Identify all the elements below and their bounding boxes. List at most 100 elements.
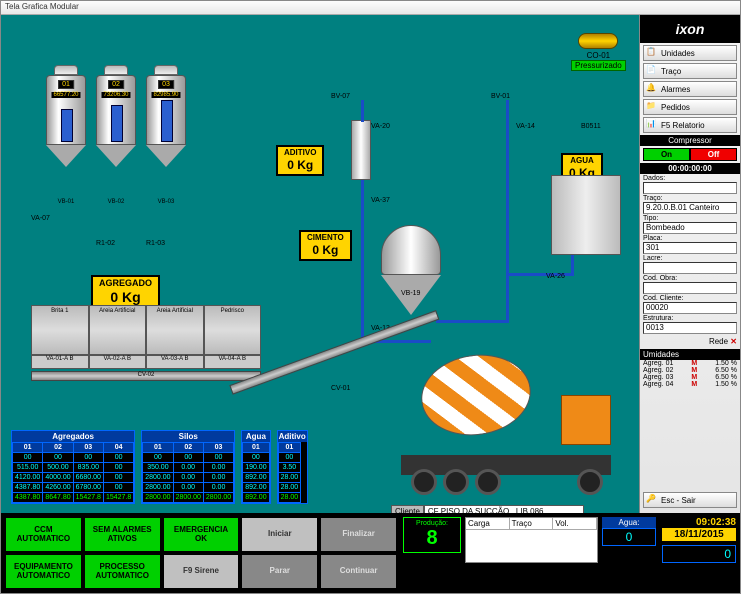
- field-value[interactable]: Bombeado: [643, 222, 737, 234]
- silo-level: [161, 100, 173, 142]
- valve-label: BV-01: [491, 93, 510, 100]
- bin-valve-2: VA-02-A B: [89, 355, 147, 369]
- data-tables: Agregados0102030400000000515.00500.00835…: [11, 430, 308, 504]
- footer-btn-3[interactable]: Iniciar: [241, 517, 318, 552]
- silo-level: [111, 105, 123, 142]
- humidity-row: Agreg. 02M6.50 %: [643, 367, 737, 374]
- belt-cv01-label: CV-01: [331, 385, 350, 392]
- aggregate-bins: Brita 1Areia ArtificialAreia ArtificialP…: [31, 305, 261, 381]
- key-icon: 🔑: [646, 494, 658, 506]
- display-agregado: AGREGADO 0 Kg: [91, 275, 160, 309]
- silo-value: 66577.20: [51, 92, 80, 98]
- sidebar-btn-label: F5 Relatorio: [661, 121, 705, 130]
- field-value[interactable]: [643, 262, 737, 274]
- valve-label: VA-37: [371, 197, 390, 204]
- field-label: Cod. Cliente:: [643, 295, 737, 302]
- sidebar-btn-f5 relatorio[interactable]: 📊 F5 Relatorio: [643, 117, 737, 133]
- unidades-icon: 📋: [646, 47, 658, 59]
- valve-label: VB-19: [401, 290, 420, 297]
- field-value[interactable]: 00020: [643, 302, 737, 314]
- valve-label: VA-14: [516, 123, 535, 130]
- silo-label: VB-01: [58, 199, 75, 205]
- sidebar-btn-traço[interactable]: 📄 Traço: [643, 63, 737, 79]
- silo-01: 01 66577.20 VB-01: [46, 75, 86, 167]
- silo-id: 01: [58, 80, 74, 89]
- display-aditivo: ADITIVO 0 Kg: [276, 145, 324, 176]
- field-5: Cod. Obra:: [643, 275, 737, 294]
- field-3: Placa: 301: [643, 235, 737, 254]
- display-cimento-title: CIMENTO: [301, 232, 350, 243]
- belt-cv02: CV-02: [31, 371, 261, 381]
- field-value[interactable]: 9.20.0.B.01 Canteiro: [643, 202, 737, 214]
- exit-button[interactable]: 🔑 Esc - Sair: [643, 492, 737, 508]
- silo-03: 03 82985.90 VB-03: [146, 75, 186, 167]
- compressor-id: CO-01: [571, 51, 626, 60]
- valve-label: VA-07: [31, 215, 50, 222]
- batch-grid[interactable]: CargaTraçoVol.: [465, 517, 598, 563]
- grid-col: Traço: [510, 518, 554, 529]
- silo-id: 02: [108, 80, 124, 89]
- valve-label: VA-20: [371, 123, 390, 130]
- production-value: 8: [406, 527, 458, 550]
- exit-label: Esc - Sair: [661, 496, 696, 505]
- footer-btn-5[interactable]: EQUIPAMENTOAUTOMATICO: [5, 554, 82, 589]
- footer-btn-1[interactable]: SEM ALARMESATIVOS: [84, 517, 161, 552]
- display-cimento: CIMENTO 0 Kg: [299, 230, 352, 261]
- field-4: Lacre:: [643, 255, 737, 274]
- clock: 09:02:38: [662, 517, 736, 528]
- pedidos-icon: 📁: [646, 101, 658, 113]
- footer-btn-2[interactable]: EMERGENCIAOK: [163, 517, 240, 552]
- display-cimento-value: 0 Kg: [301, 243, 350, 259]
- silo-id: 03: [158, 80, 174, 89]
- field-value[interactable]: [643, 282, 737, 294]
- logo: ixon: [640, 15, 740, 43]
- silo-level: [61, 109, 73, 142]
- label-r2: R1-03: [146, 240, 165, 247]
- compressor-toggle: On Off: [643, 148, 737, 161]
- pipe: [361, 100, 364, 122]
- silo-02: 02 73206.30 VB-02: [96, 75, 136, 167]
- footer-btn-6[interactable]: PROCESSOAUTOMATICO: [84, 554, 161, 589]
- field-label: Estrutura:: [643, 315, 737, 322]
- rede-label: Rede ✕: [643, 337, 737, 346]
- field-value[interactable]: 301: [643, 242, 737, 254]
- label-r1: R1-02: [96, 240, 115, 247]
- bin-2: Areia Artificial: [89, 305, 147, 355]
- display-agua-title: AGUA: [563, 155, 601, 166]
- footer-btn-4[interactable]: Finalizar: [320, 517, 397, 552]
- bin-1: Brita 1: [31, 305, 89, 355]
- humidity-title: Umidades: [640, 349, 740, 360]
- display-agregado-title: AGREGADO: [93, 277, 158, 289]
- sidebar: ixon 📋 Unidades 📄 Traço 🔔 Alarmes 📁 Pedi…: [639, 15, 740, 515]
- field-label: Cod. Obra:: [643, 275, 737, 282]
- compressor-section-label: Compressor: [640, 135, 740, 146]
- compressor-off-button[interactable]: Off: [690, 148, 737, 161]
- footer-btn-7[interactable]: F9 Sirene: [163, 554, 240, 589]
- humidity-row: Agreg. 04M1.50 %: [643, 381, 737, 388]
- field-label: Tipo:: [643, 215, 737, 222]
- sidebar-btn-pedidos[interactable]: 📁 Pedidos: [643, 99, 737, 115]
- footer-total: 0: [662, 545, 736, 563]
- field-label: Traço:: [643, 195, 737, 202]
- grid-col: Vol.: [553, 518, 597, 529]
- sidebar-btn-alarmes[interactable]: 🔔 Alarmes: [643, 81, 737, 97]
- sidebar-btn-unidades[interactable]: 📋 Unidades: [643, 45, 737, 61]
- field-value[interactable]: [643, 182, 737, 194]
- footer-btn-0[interactable]: CCMAUTOMATICO: [5, 517, 82, 552]
- footer-btn-9[interactable]: Continuar: [320, 554, 397, 589]
- additive-tank: [351, 120, 371, 180]
- field-1: Traço: 9.20.0.B.01 Canteiro: [643, 195, 737, 214]
- production-counter: Produção: 8: [403, 517, 461, 553]
- mixer-truck: [401, 355, 611, 495]
- bin-valve-1: VA-01-A B: [31, 355, 89, 369]
- silo-label: VB-02: [108, 199, 125, 205]
- footer-btn-8[interactable]: Parar: [241, 554, 318, 589]
- f5 relatorio-icon: 📊: [646, 119, 658, 131]
- compressor-on-button[interactable]: On: [643, 148, 690, 161]
- field-value[interactable]: 0013: [643, 322, 737, 334]
- grid-col: Carga: [466, 518, 510, 529]
- field-2: Tipo: Bombeado: [643, 215, 737, 234]
- pipe: [506, 100, 509, 320]
- traço-icon: 📄: [646, 65, 658, 77]
- production-label: Produção:: [406, 520, 458, 527]
